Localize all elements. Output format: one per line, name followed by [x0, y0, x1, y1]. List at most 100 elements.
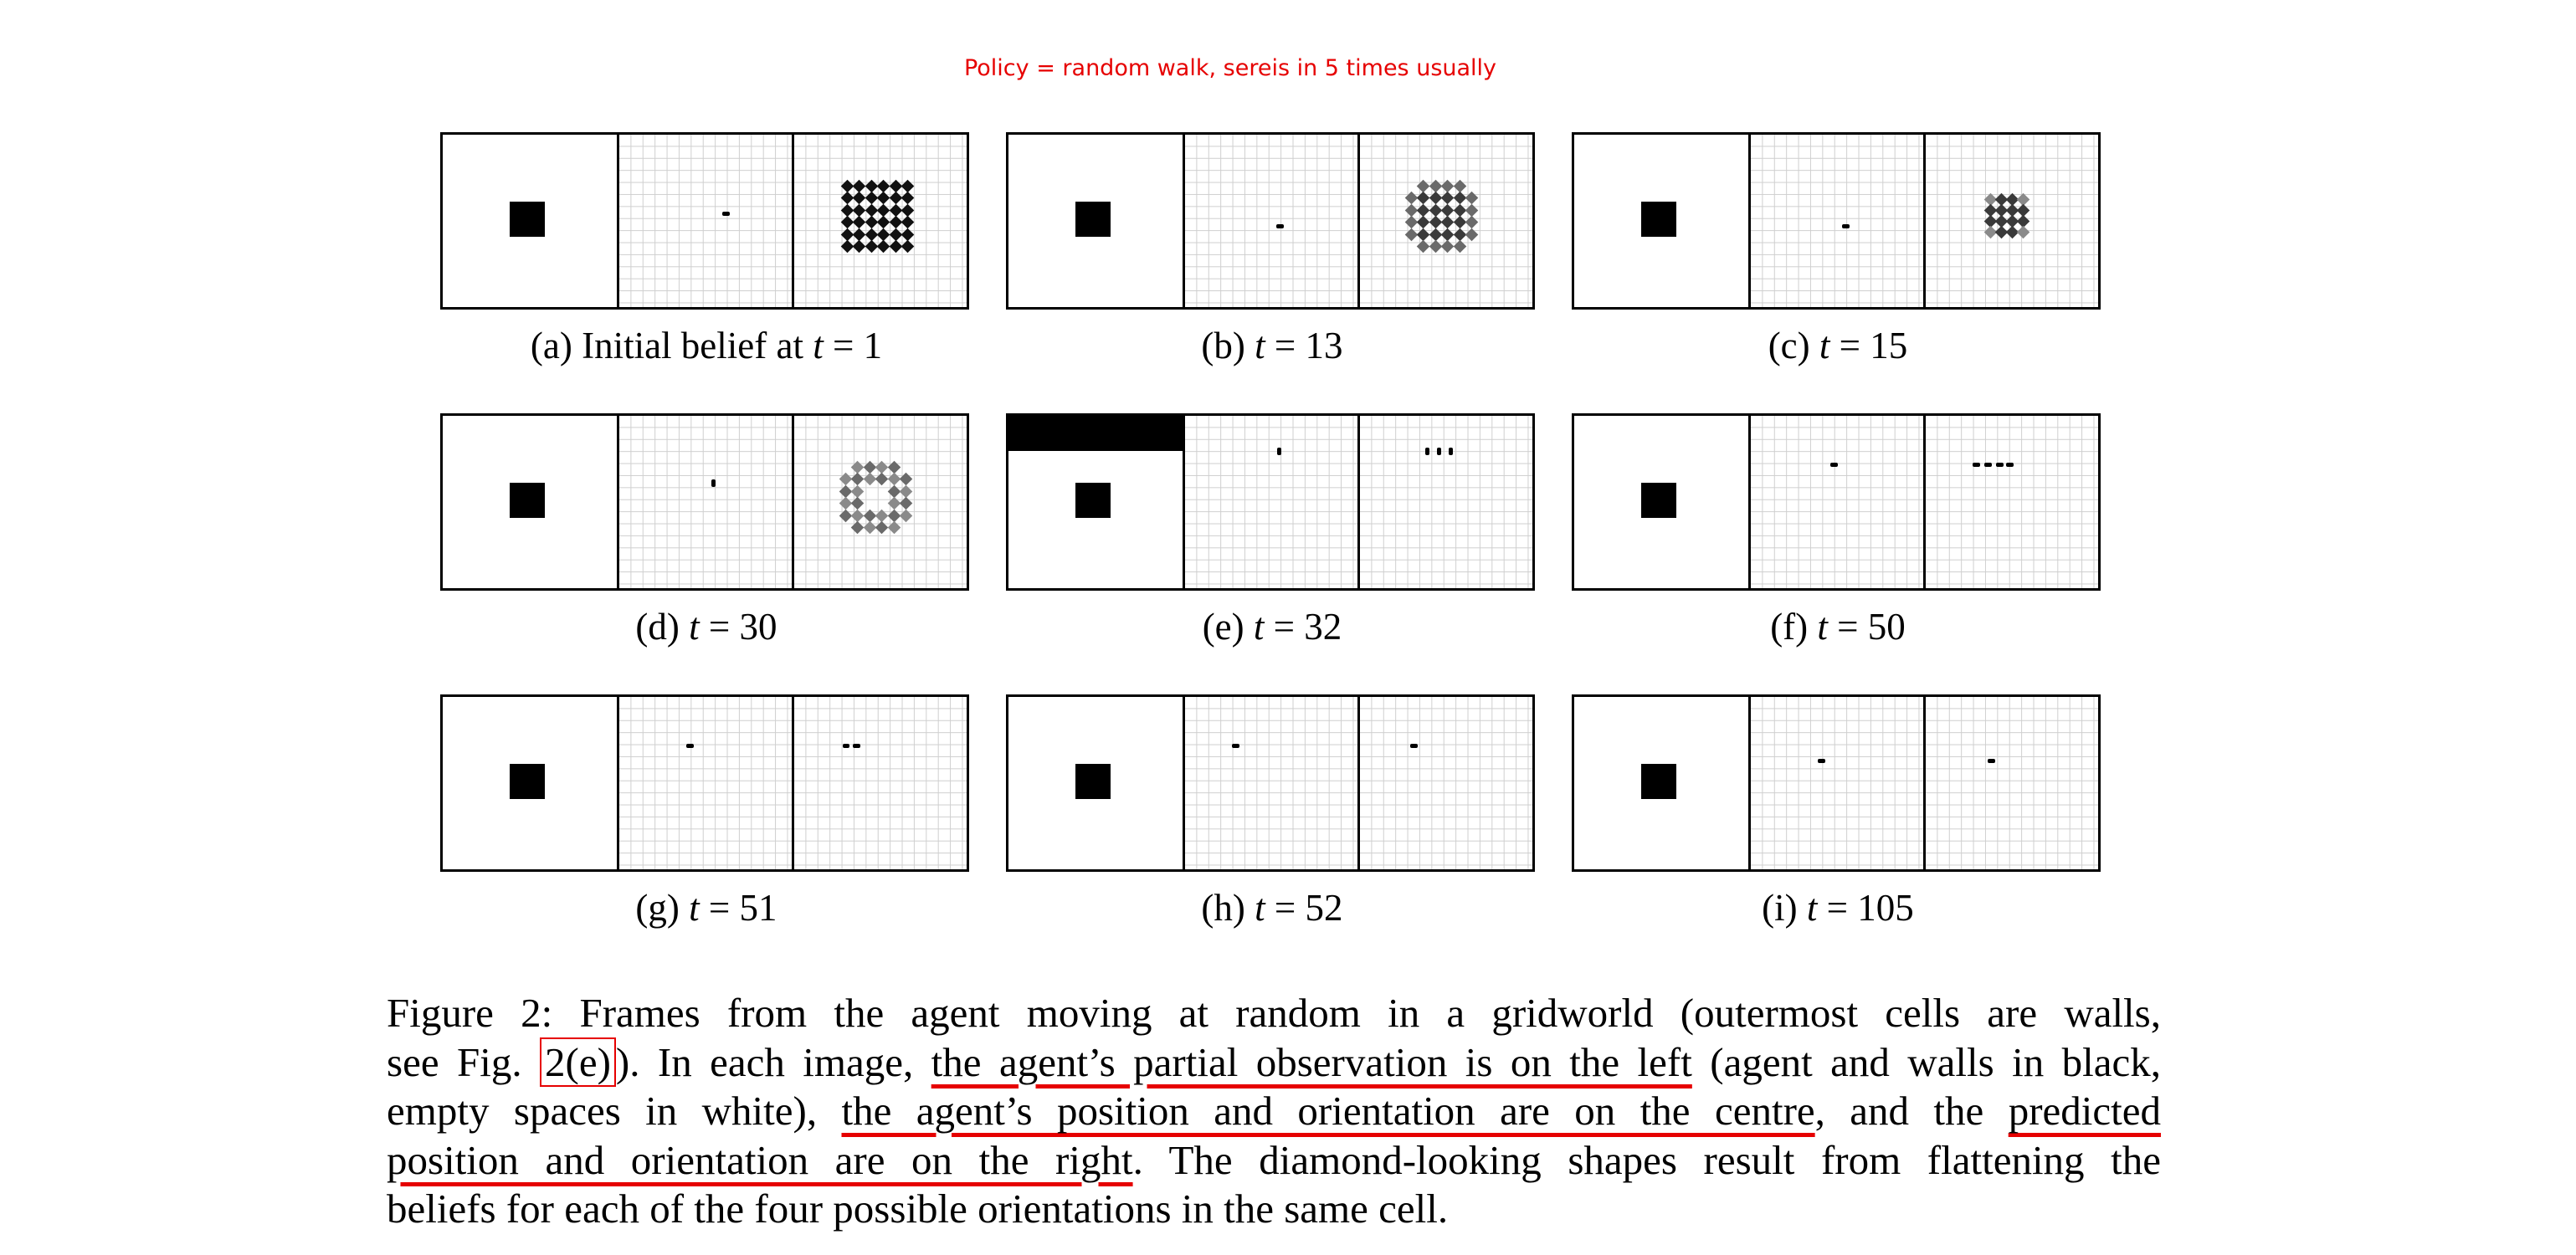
belief-diamond: [887, 520, 901, 535]
caption-line-1: Figure 2: Frames from the agent moving a…: [387, 990, 2161, 1036]
position-view: [1748, 132, 1926, 310]
belief-diamond: [875, 520, 889, 535]
belief-diamond: [1453, 215, 1466, 229]
belief-diamond: [1440, 215, 1455, 229]
belief-diamond: [899, 496, 913, 510]
belief-diamond: [851, 473, 865, 486]
belief-view: [1923, 694, 2101, 872]
agent-square: [1075, 202, 1111, 237]
belief-view: [1357, 694, 1535, 872]
belief-diamond: [1429, 215, 1443, 229]
position-view: [1183, 132, 1360, 310]
belief-diamond: [863, 473, 877, 486]
belief-diamond: [853, 215, 866, 229]
belief-view: [1357, 413, 1535, 591]
belief-diamond: [1440, 203, 1455, 218]
belief-diamond: [889, 215, 902, 229]
observation-view: [440, 132, 619, 310]
belief-diamond: [1465, 215, 1479, 229]
belief-diamond: [899, 509, 913, 522]
belief-diamond: [851, 460, 865, 474]
observation-view: [1006, 694, 1185, 872]
belief-view: [792, 694, 969, 872]
belief-diamond: [901, 239, 915, 254]
belief-view: [1923, 413, 2101, 591]
panel-d: [440, 413, 972, 591]
agent-square: [1641, 202, 1676, 237]
handwritten-annotation: Policy = random walk, sereis in 5 times …: [963, 55, 1497, 81]
belief-diamond: [876, 228, 890, 241]
agent-square: [1641, 483, 1676, 518]
position-view: [1183, 694, 1360, 872]
caption-line-3: empty spaces in white), the agent’s posi…: [387, 1088, 2161, 1134]
agent-square: [1075, 764, 1111, 799]
observation-view: [440, 694, 619, 872]
belief-diamond: [1417, 239, 1430, 254]
belief-diamond: [1417, 192, 1430, 205]
subcaption-g: (g) t = 51: [635, 887, 777, 929]
belief-diamond: [1417, 215, 1430, 229]
belief-diamond: [839, 473, 853, 486]
belief-diamond: [853, 239, 866, 254]
subcaption-b: (b) t = 13: [1201, 325, 1343, 366]
position-view: [617, 132, 794, 310]
belief-diamond: [853, 192, 866, 205]
belief-view: [1357, 132, 1535, 310]
figure-reference-link[interactable]: 2(e): [540, 1037, 616, 1087]
belief-view: [792, 413, 969, 591]
subcaption-i: (i) t = 105: [1762, 887, 1914, 929]
belief-diamond: [889, 239, 902, 254]
subcaption-e: (e) t = 32: [1202, 606, 1342, 648]
agent-square: [510, 202, 545, 237]
figure-caption: Figure 2: Frames from the agent moving a…: [387, 989, 2161, 1234]
belief-diamond: [851, 520, 865, 535]
belief-diamond: [1440, 192, 1455, 205]
subcaption-c: (c) t = 15: [1768, 325, 1908, 366]
panel-i: [1572, 694, 2104, 872]
belief-diamond: [851, 484, 865, 499]
wall-band: [1008, 416, 1183, 451]
belief-diamond: [1429, 192, 1443, 205]
panel-e: [1006, 413, 1538, 591]
caption-line-4: position and orientation are on the righ…: [387, 1136, 2161, 1183]
belief-diamond: [1440, 228, 1455, 241]
belief-view: [792, 132, 969, 310]
underlined-phrase: position and orientation are on the righ…: [387, 1136, 1133, 1183]
observation-view: [1572, 132, 1751, 310]
belief-diamond: [1465, 228, 1479, 241]
belief-diamond: [865, 192, 879, 205]
observation-view: [1572, 694, 1751, 872]
belief-diamond: [1417, 203, 1430, 218]
caption-line-5: beliefs for each of the four possible or…: [387, 1186, 1449, 1232]
belief-view: [1923, 132, 2101, 310]
belief-diamond: [876, 215, 890, 229]
belief-diamond: [1440, 239, 1455, 254]
belief-diamond: [1453, 239, 1466, 254]
agent-square: [1075, 483, 1111, 518]
belief-diamond: [901, 192, 915, 205]
belief-diamond: [865, 215, 879, 229]
subcaption-f: (f) t = 50: [1770, 606, 1906, 648]
position-view: [617, 413, 794, 591]
panel-h: [1006, 694, 1538, 872]
agent-square: [1641, 764, 1676, 799]
belief-diamond: [853, 179, 866, 193]
belief-diamond: [1404, 192, 1419, 205]
belief-diamond: [2016, 225, 2030, 239]
belief-diamond: [876, 239, 890, 254]
subcaption-a: (a) Initial belief at t = 1: [530, 325, 883, 366]
agent-square: [510, 483, 545, 518]
underlined-phrase: the agent’s position and orientation are…: [841, 1088, 1815, 1134]
underlined-phrase: predicted: [2008, 1088, 2161, 1134]
belief-diamond: [887, 496, 901, 510]
position-view: [1748, 413, 1926, 591]
belief-diamond: [875, 473, 889, 486]
subcaption-h: (h) t = 52: [1201, 887, 1343, 929]
belief-diamond: [1417, 179, 1430, 193]
position-view: [617, 694, 794, 872]
belief-diamond: [840, 192, 854, 205]
belief-diamond: [876, 192, 890, 205]
panel-b: [1006, 132, 1538, 310]
position-view: [1183, 413, 1360, 591]
belief-diamond: [851, 496, 865, 510]
